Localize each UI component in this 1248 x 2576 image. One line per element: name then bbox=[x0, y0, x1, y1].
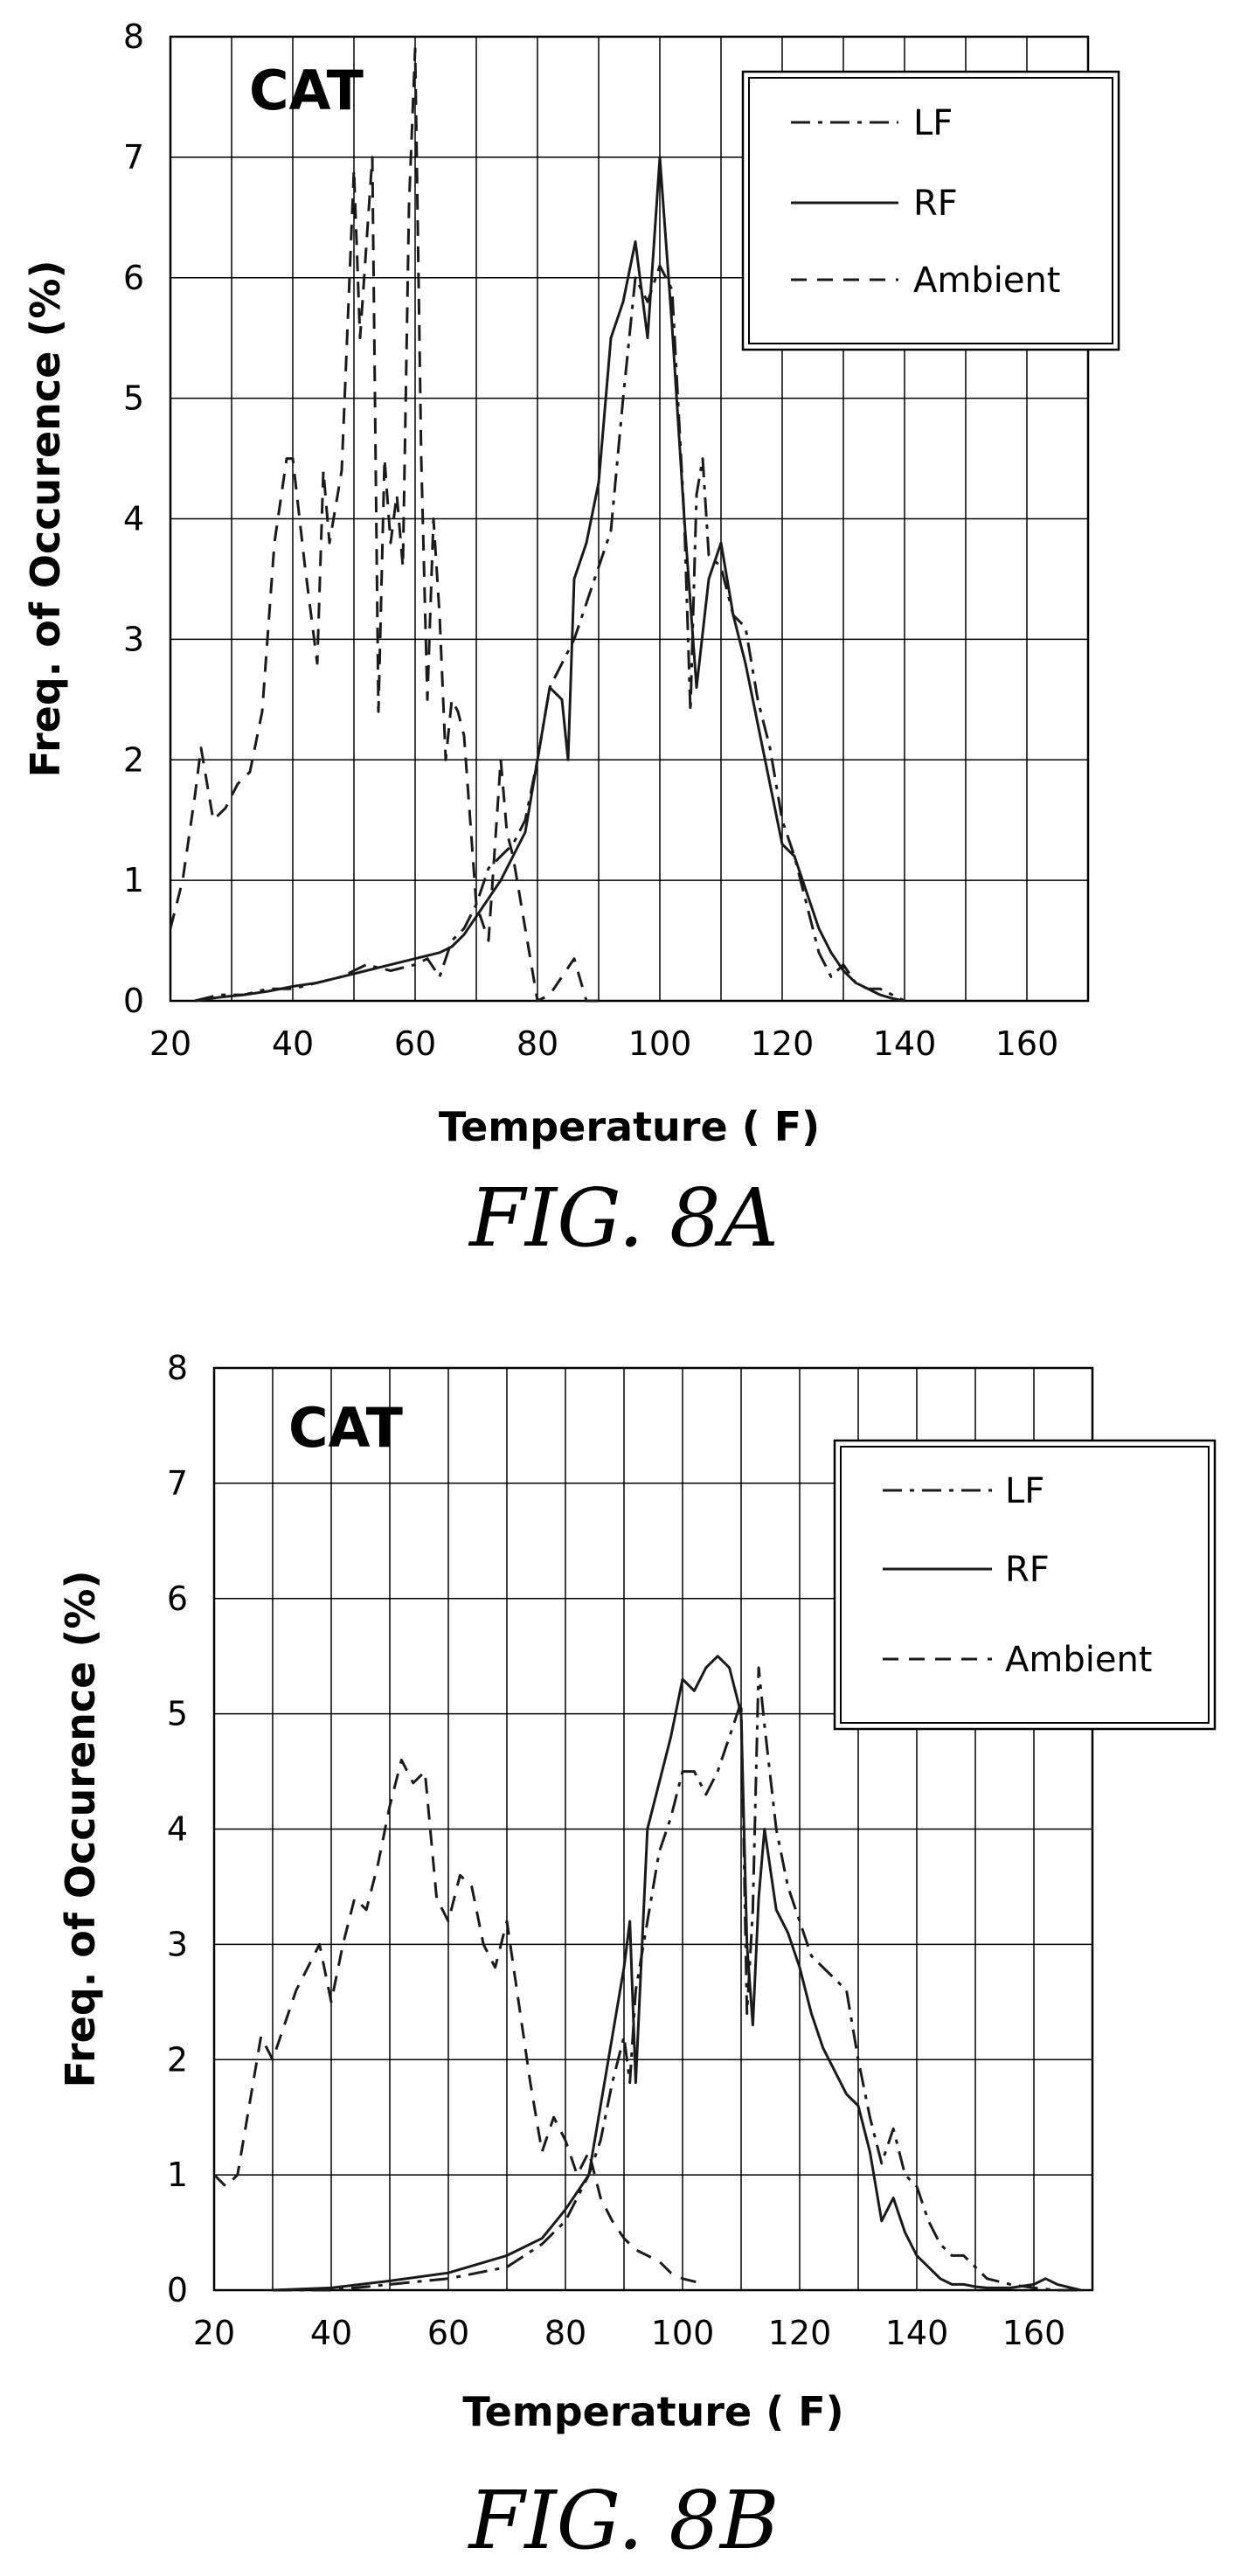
x-axis-title: Temperature ( F) bbox=[462, 2388, 843, 2435]
series-line-ambient bbox=[212, 1758, 707, 2286]
x-tick-label: 140 bbox=[873, 1024, 937, 1063]
legend-label-lf: LF bbox=[913, 103, 953, 143]
x-tick-label: 40 bbox=[310, 2314, 352, 2352]
legend-box bbox=[833, 1439, 1217, 1731]
y-tick-label: 8 bbox=[167, 1349, 188, 1387]
x-tick-label: 100 bbox=[628, 1024, 692, 1063]
y-tick-label: 2 bbox=[167, 2040, 188, 2079]
y-axis-title: Freq. of Occurence (%) bbox=[22, 260, 69, 777]
x-tick-label: 140 bbox=[885, 2314, 949, 2352]
x-tick-label: 60 bbox=[394, 1024, 436, 1063]
x-tick-label: 160 bbox=[1002, 2314, 1066, 2352]
panel-label: CAT bbox=[249, 59, 364, 122]
chart-panel-fig-8a: 20 40 60 80 100 120 140 160 0 1 2 3 4 5 6 7 8 Temperature… bbox=[22, 17, 1120, 1265]
x-tick-label: 20 bbox=[193, 2314, 235, 2352]
y-tick-label: 5 bbox=[123, 379, 144, 418]
chart-panel-fig-8b: 20 40 60 80 100 120 140 160 0 1 2 3 4 5 6 7 8 Temperature… bbox=[57, 1349, 1217, 2567]
y-tick-label: 6 bbox=[167, 1580, 188, 1618]
legend-inner-frame bbox=[840, 1446, 1210, 1724]
legend-inner-frame bbox=[748, 77, 1113, 344]
y-tick-label: 8 bbox=[123, 17, 144, 56]
x-axis-title: Temperature ( F) bbox=[439, 1103, 820, 1150]
legend-label-ambient: Ambient bbox=[913, 260, 1060, 301]
legend-label-rf: RF bbox=[1005, 1550, 1050, 1590]
y-tick-label: 5 bbox=[167, 1695, 188, 1733]
x-tick-label: 80 bbox=[517, 1024, 558, 1063]
y-tick-label: 4 bbox=[167, 1810, 188, 1849]
x-tick-label: 120 bbox=[751, 1024, 815, 1063]
panel-label: CAT bbox=[288, 1396, 403, 1460]
series-line-lf bbox=[273, 1666, 1081, 2292]
figure-caption: FIG. 8B bbox=[467, 2474, 779, 2567]
series-line-lf bbox=[194, 264, 905, 1003]
y-tick-label: 4 bbox=[123, 500, 144, 538]
x-tick-label: 80 bbox=[544, 2314, 586, 2352]
x-tick-label: 40 bbox=[272, 1024, 314, 1063]
plot-frame bbox=[169, 35, 1090, 1003]
plot-frame bbox=[212, 1366, 1094, 2292]
series-line-ambient bbox=[169, 47, 599, 1003]
y-tick-label: 3 bbox=[167, 1925, 188, 1963]
figure-caption: FIG. 8A bbox=[468, 1171, 779, 1265]
y-tick-label: 1 bbox=[123, 861, 144, 899]
y-tick-label: 6 bbox=[123, 259, 144, 297]
x-tick-label: 120 bbox=[768, 2314, 832, 2352]
y-tick-label: 2 bbox=[123, 740, 144, 779]
series-line-rf bbox=[272, 1655, 1081, 2292]
y-axis-title: Freq. of Occurence (%) bbox=[57, 1570, 104, 2087]
y-tick-label: 0 bbox=[167, 2271, 188, 2309]
y-tick-label: 0 bbox=[123, 982, 144, 1020]
legend-label-lf: LF bbox=[1005, 1471, 1044, 1511]
legend-label-rf: RF bbox=[913, 184, 958, 224]
x-tick-label: 100 bbox=[651, 2314, 715, 2352]
series-line-rf bbox=[194, 156, 905, 1003]
x-tick-label: 60 bbox=[427, 2314, 469, 2352]
y-tick-label: 3 bbox=[123, 620, 144, 658]
legend-box bbox=[741, 70, 1120, 351]
x-tick-label: 160 bbox=[995, 1024, 1059, 1063]
legend-label-ambient: Ambient bbox=[1005, 1640, 1152, 1680]
y-tick-label: 7 bbox=[123, 138, 144, 177]
y-tick-label: 1 bbox=[167, 2156, 188, 2194]
x-tick-label: 20 bbox=[149, 1024, 191, 1063]
y-tick-label: 7 bbox=[167, 1464, 188, 1503]
